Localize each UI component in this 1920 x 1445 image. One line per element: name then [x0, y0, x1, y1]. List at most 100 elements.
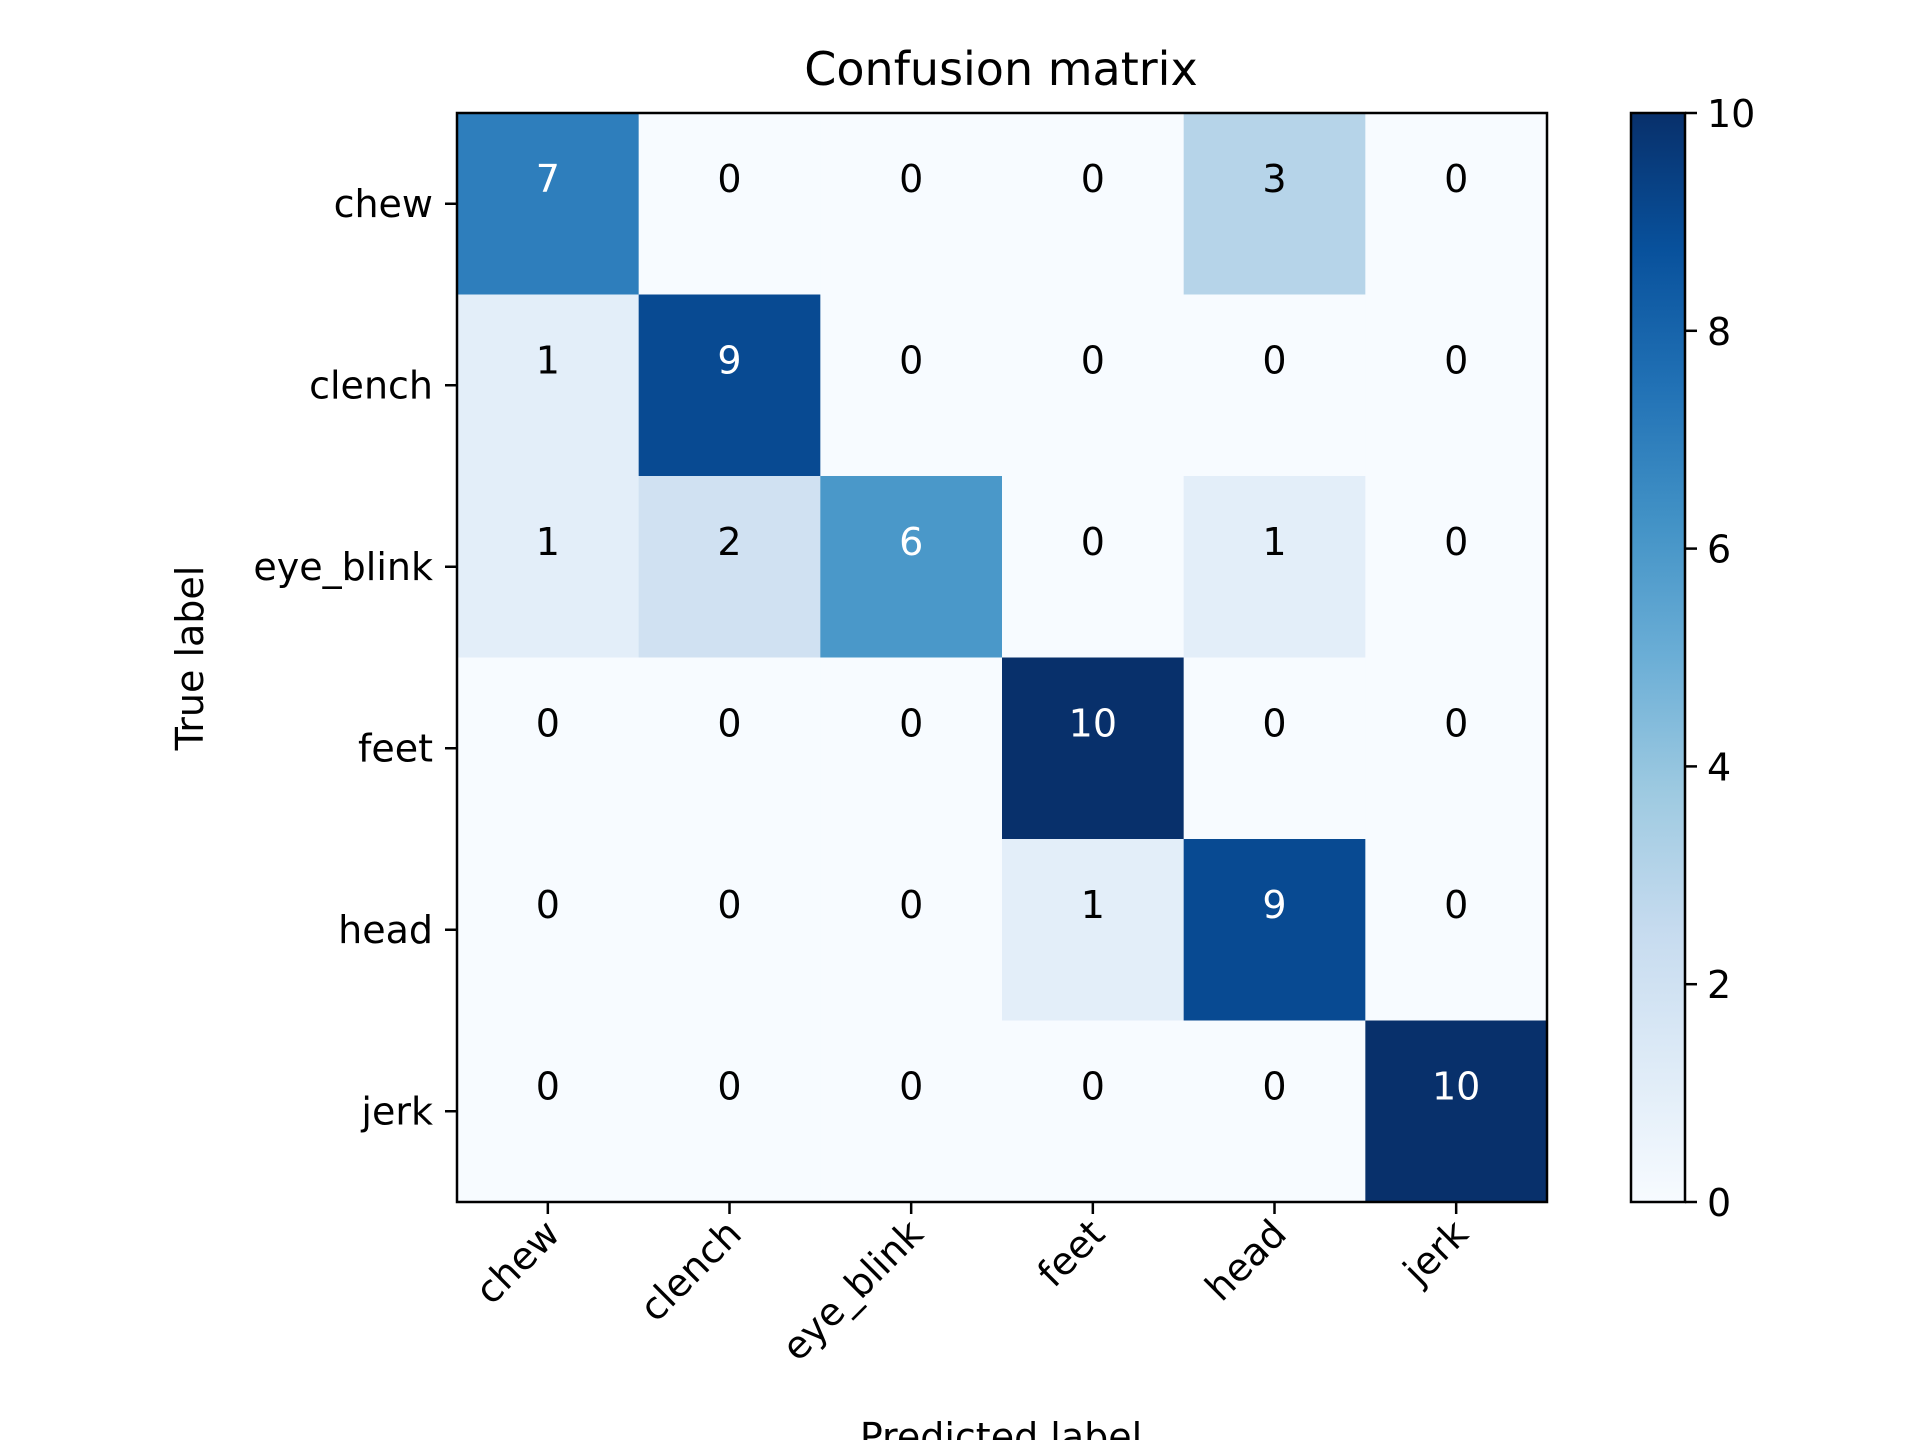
heatmap-cell: [1002, 839, 1185, 1022]
x-tick-label: jerk: [1394, 1211, 1476, 1293]
heatmap-cell: [820, 1020, 1003, 1203]
cell-value: 10: [1432, 1064, 1480, 1108]
heatmap-cell: [457, 476, 640, 659]
heatmap-cell: [1002, 294, 1185, 477]
colorbar: [1629, 111, 1687, 1204]
y-axis-label: True label: [168, 566, 212, 752]
heatmap-cell: [457, 1020, 640, 1203]
heatmap-cell: [1365, 113, 1548, 296]
heatmap-cell: [1002, 1020, 1185, 1203]
heatmap-cell: [1183, 1020, 1366, 1203]
cell-value: 1: [1081, 883, 1105, 927]
heatmap-cell: [638, 476, 821, 659]
heatmap-cell: [1365, 294, 1548, 477]
x-tick-label: head: [1197, 1211, 1295, 1309]
heatmap-cell: [457, 657, 640, 840]
cell-value: 0: [1081, 520, 1105, 564]
y-tick-label: eye_blink: [253, 545, 433, 589]
heatmap-cell: [820, 657, 1003, 840]
heatmap-cell: [638, 839, 821, 1022]
heatmap-cell: [820, 476, 1003, 659]
heatmap-cell: [820, 839, 1003, 1022]
cell-value: 0: [536, 1064, 560, 1108]
cell-value: 0: [899, 701, 923, 745]
heatmap-cell: [1183, 839, 1366, 1022]
cell-value: 0: [1081, 1064, 1105, 1108]
cell-value-labels: 7 0 0 0 3 01 9 0 0 0 01 2 6 0 1 00 0 0 10 0 00 0 0 1 9 00 0 0 0 0 10: [536, 157, 1481, 1109]
cell-value: 0: [1262, 1064, 1286, 1108]
heatmap-cell: [1365, 839, 1548, 1022]
cell-value: 0: [536, 701, 560, 745]
chart-title: Confusion matrix: [804, 42, 1197, 96]
x-tick-label: chew: [467, 1211, 568, 1312]
heatmap-cell: [1365, 476, 1548, 659]
heatmap-cell: [820, 294, 1003, 477]
cell-value: 0: [717, 157, 741, 201]
colorbar-tick-label: 4: [1707, 745, 1731, 789]
heatmap-cell: [1002, 476, 1185, 659]
heatmap-cell: [457, 839, 640, 1022]
x-axis-ticks: chew clench eye_blink feet head jerk: [467, 1202, 1477, 1369]
y-tick-label: chew: [334, 182, 433, 226]
colorbar-tick-label: 0: [1707, 1181, 1731, 1225]
cell-value: 9: [1262, 883, 1286, 927]
x-tick-label: eye_blink: [773, 1211, 931, 1369]
x-axis-label: Predicted label: [860, 1415, 1142, 1440]
cell-value: 0: [1081, 157, 1105, 201]
colorbar-tick-label: 2: [1707, 963, 1731, 1007]
heatmap-cell: [820, 113, 1003, 296]
heatmap-cell: [457, 294, 640, 477]
heatmap-cell: [1002, 113, 1185, 296]
cell-value: 6: [899, 520, 923, 564]
cell-value: 0: [1444, 338, 1468, 382]
y-tick-label: clench: [309, 363, 433, 407]
cell-value: 0: [717, 701, 741, 745]
heatmap-cell: [457, 113, 640, 296]
y-tick-label: jerk: [360, 1089, 433, 1133]
heatmap-cell: [1365, 1020, 1548, 1203]
heatmap-cell: [638, 294, 821, 477]
heatmap-cell: [1183, 476, 1366, 659]
cell-value: 0: [899, 883, 923, 927]
heatmap-cell: [1183, 294, 1366, 477]
cell-value: 0: [536, 883, 560, 927]
heatmap-cell: [1183, 113, 1366, 296]
heatmap-cell: [638, 1020, 821, 1203]
x-tick-label: clench: [631, 1211, 750, 1330]
colorbar-tick-label: 10: [1707, 92, 1755, 136]
cell-value: 1: [536, 520, 560, 564]
cell-value: 3: [1262, 157, 1286, 201]
cell-value: 0: [899, 1064, 923, 1108]
cell-value: 0: [1444, 520, 1468, 564]
cell-value: 0: [899, 338, 923, 382]
cell-value: 0: [1444, 701, 1468, 745]
heatmap-cell: [638, 657, 821, 840]
heatmap-cell: [1365, 657, 1548, 840]
cell-value: 10: [1069, 701, 1117, 745]
cell-value: 0: [717, 883, 741, 927]
heatmap-cell: [638, 113, 821, 296]
colorbar-tick-label: 6: [1707, 528, 1731, 572]
cell-value: 0: [899, 157, 923, 201]
cell-value: 0: [1262, 701, 1286, 745]
cell-value: 9: [717, 338, 741, 382]
cell-value: 7: [536, 157, 560, 201]
cell-value: 1: [536, 338, 560, 382]
cell-value: 0: [1262, 338, 1286, 382]
heatmap-cell: [1002, 657, 1185, 840]
cell-value: 0: [717, 1064, 741, 1108]
y-tick-label: head: [338, 908, 433, 952]
heatmap-cell: [1183, 657, 1366, 840]
x-tick-label: feet: [1029, 1211, 1113, 1295]
cell-value: 1: [1262, 520, 1286, 564]
colorbar-tick-label: 8: [1707, 310, 1731, 354]
cell-value: 2: [717, 520, 741, 564]
cell-value: 0: [1081, 338, 1105, 382]
colorbar-ticks: 0 2 4 6 8 10: [1685, 92, 1755, 1225]
heatmap-cells: [457, 113, 1548, 1203]
y-tick-label: feet: [358, 726, 433, 770]
cell-value: 0: [1444, 883, 1468, 927]
